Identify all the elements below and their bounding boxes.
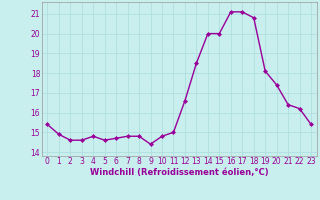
X-axis label: Windchill (Refroidissement éolien,°C): Windchill (Refroidissement éolien,°C) bbox=[90, 168, 268, 177]
